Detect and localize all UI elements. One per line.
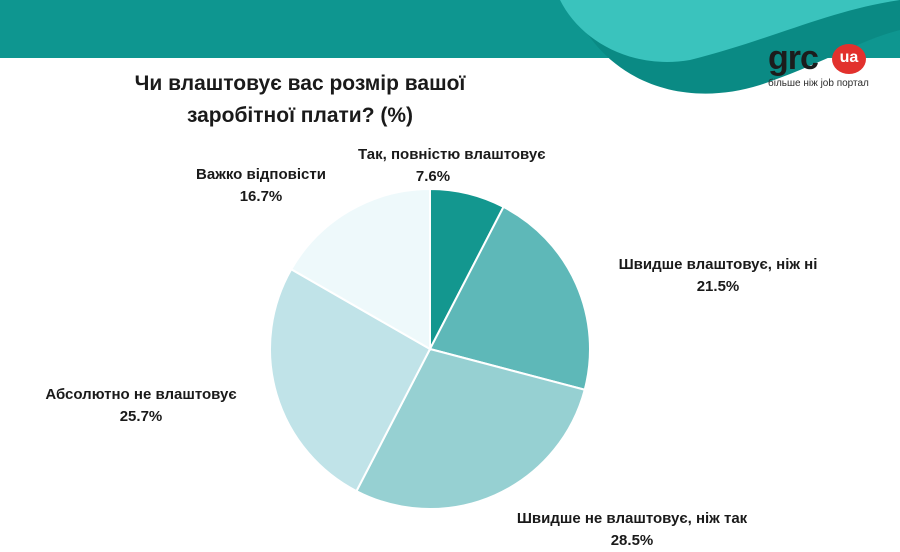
grc-ua-logo[interactable]: grc ua більше ніж job портал	[768, 38, 878, 98]
logo-brand-text: grc	[768, 39, 819, 77]
slice-label-rather-satisfied: Швидше влаштовує, ніж ні 21.5%	[608, 254, 828, 298]
logo-ua-badge: ua	[832, 44, 866, 74]
pie-slice-5	[289, 187, 431, 351]
slice-label-value: 16.7%	[239, 188, 283, 205]
slice-label-value: 21.5%	[696, 278, 740, 295]
logo-tagline: більше ніж job портал	[768, 78, 869, 89]
corner-swoosh-decoration	[560, 0, 900, 94]
slice-label-text: Швидше не влаштовує, ніж так	[516, 510, 748, 527]
pie-slice-4	[269, 267, 432, 493]
slice-label-not-satisfied: Абсолютно не влаштовує 25.7%	[36, 384, 246, 428]
pie-slice-3	[355, 347, 586, 510]
slice-label-hard-to-answer: Важко відповісти 16.7%	[186, 164, 336, 208]
slice-label-value: 28.5%	[610, 532, 654, 549]
slice-label-rather-not-satisfied: Швидше не влаштовує, ніж так 28.5%	[507, 508, 757, 552]
slice-label-value: 25.7%	[119, 408, 163, 425]
slice-label-fully-satisfied: Так, повністю влаштовує 7.6%	[358, 144, 546, 188]
slice-label-text: Абсолютно не влаштовує	[45, 386, 237, 403]
pie-slice-2	[428, 205, 591, 391]
slice-label-text: Так, повністю влаштовує	[358, 146, 546, 163]
slice-label-text: Важко відповісти	[196, 166, 326, 183]
chart-title: Чи влаштовує вас розмір вашої заробітної…	[80, 68, 520, 132]
chart-title-line-1: Чи влаштовує вас розмір вашої	[134, 72, 466, 95]
slice-label-text: Швидше влаштовує, ніж ні	[618, 256, 818, 273]
chart-title-line-2: заробітної плати? (%)	[186, 104, 414, 127]
slice-label-value: 7.6%	[415, 168, 451, 185]
